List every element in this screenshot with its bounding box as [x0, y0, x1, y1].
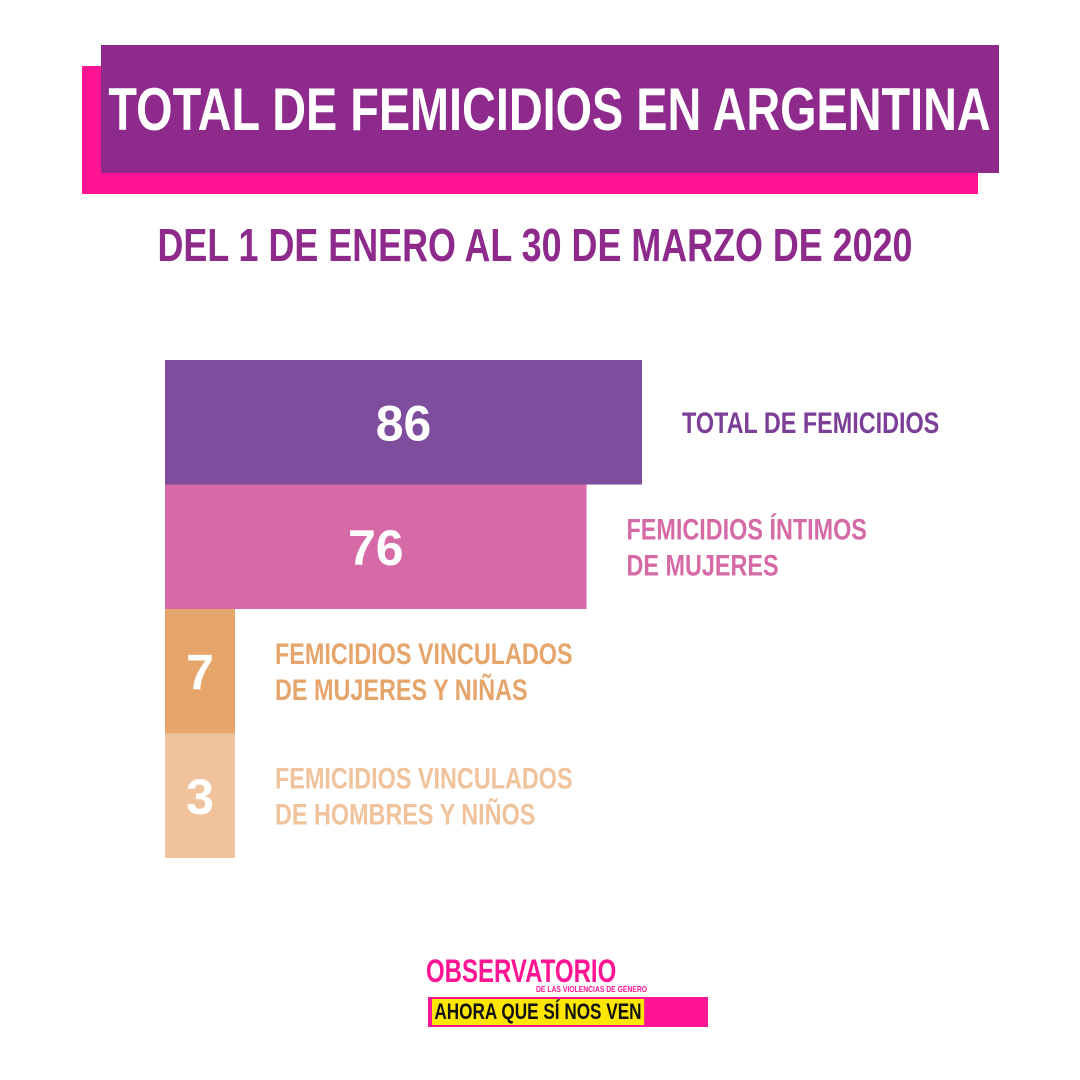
bar-value-label-3: 7 — [186, 644, 214, 700]
category-label-1-line-1: TOTAL DE FEMICIDIOS — [682, 406, 939, 439]
category-label-3-line-2: DE MUJERES Y NIÑAS — [275, 672, 528, 707]
bar-value-label-1: 86 — [376, 395, 432, 451]
logo-bottom-band: AHORA QUE SÍ NOS VEN — [428, 997, 708, 1027]
observatorio-logo: OBSERVATORIO DE LAS VIOLENCIAS DE GÉNERO… — [426, 953, 708, 1045]
subtitle-text: DEL 1 DE ENERO AL 30 DE MARZO DE 2020 — [157, 219, 913, 271]
category-label-2-line-2: DE MUJERES — [627, 549, 779, 582]
category-label-2-line-1: FEMICIDIOS ÍNTIMOS — [627, 512, 867, 547]
category-label-3-line-1: FEMICIDIOS VINCULADOS — [275, 637, 573, 670]
date-range-subtitle: DEL 1 DE ENERO AL 30 DE MARZO DE 2020 — [0, 218, 1070, 272]
logo-bottom-text: AHORA QUE SÍ NOS VEN — [432, 999, 644, 1025]
category-label-4-line-1: FEMICIDIOS VINCULADOS — [275, 762, 573, 795]
category-label-4-line-2: DE HOMBRES Y NIÑOS — [275, 797, 535, 832]
logo-sub-text: DE LAS VIOLENCIAS DE GÉNERO — [536, 985, 648, 994]
logo-top-text: OBSERVATORIO — [426, 953, 617, 989]
bar-4 — [165, 733, 235, 858]
bar-value-label-2: 76 — [348, 520, 404, 576]
title-banner: TOTAL DE FEMICIDIOS EN ARGENTINA — [101, 45, 999, 173]
bar-1 — [165, 360, 642, 485]
bar-2 — [165, 484, 587, 609]
bar-3 — [165, 609, 235, 734]
page-title: TOTAL DE FEMICIDIOS EN ARGENTINA — [108, 75, 992, 143]
bar-value-label-4: 3 — [186, 769, 214, 825]
